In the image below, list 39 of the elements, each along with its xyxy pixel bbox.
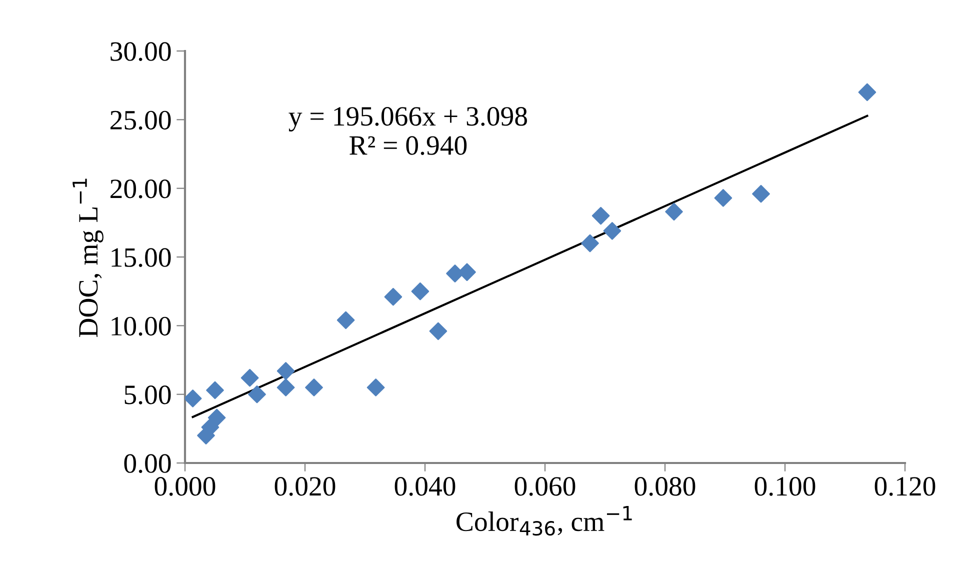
point [665, 202, 683, 221]
point [592, 206, 610, 225]
x-tick-label: 0.060 [514, 476, 576, 496]
y-tick-label: 15.00 [112, 248, 171, 268]
point [206, 381, 224, 400]
y-tick-label: 20.00 [110, 180, 171, 198]
point [446, 264, 464, 282]
annotation: y = 195.066x + 3.098 R² = 0.940 [288, 107, 527, 155]
point [752, 184, 770, 203]
y-tick-label: 30.00 [110, 42, 171, 62]
y-tick-label: 5.00 [124, 386, 171, 404]
x-tick-label: 0.080 [634, 476, 696, 496]
point [603, 222, 622, 240]
point [366, 378, 385, 396]
point [411, 282, 430, 300]
x-tick-label: 0.020 [274, 476, 336, 496]
x-axis-title: Color$_{436}$, cm$^{−1}$ [456, 506, 632, 536]
x-tick-label: 0.000 [154, 476, 216, 496]
point [208, 408, 226, 427]
y-axis-title: DOC, mg L$^{−1}$ [72, 178, 104, 338]
point [276, 362, 295, 380]
x-tick-label: 0.100 [754, 476, 816, 496]
y-tick-label: 10.00 [112, 316, 171, 336]
y-tick-label: 0.00 [124, 454, 171, 474]
x-tick-label: 0.040 [394, 476, 456, 496]
point [185, 390, 202, 408]
point [429, 322, 448, 340]
point [276, 378, 295, 396]
point [240, 368, 259, 387]
x-tick-label: 0.120 [874, 476, 936, 496]
point [714, 189, 732, 207]
point [458, 263, 476, 282]
y-tick-label: 25.00 [110, 110, 171, 130]
point [384, 288, 402, 306]
point [581, 234, 599, 252]
point [858, 83, 876, 102]
point [248, 385, 266, 404]
point [305, 378, 323, 396]
point [336, 311, 355, 330]
